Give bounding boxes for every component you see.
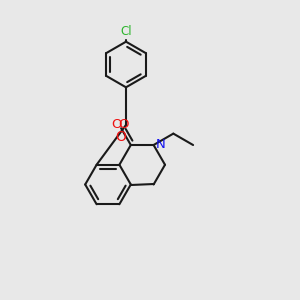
- Text: N: N: [156, 138, 166, 151]
- Text: O: O: [118, 118, 128, 131]
- Text: O: O: [111, 118, 122, 131]
- Text: O: O: [116, 130, 127, 144]
- Text: Cl: Cl: [120, 25, 132, 38]
